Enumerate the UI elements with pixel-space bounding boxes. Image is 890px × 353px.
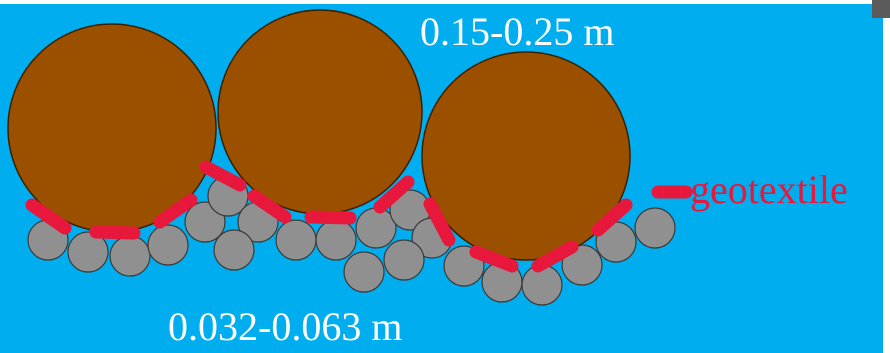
small-stone: [109, 235, 151, 277]
geotextile-segment: [469, 245, 519, 273]
small-stone: [343, 251, 385, 293]
small-stone: [67, 231, 109, 273]
geotextile-segment: [153, 193, 198, 229]
geotextile-segment: [89, 225, 141, 240]
geotextile-segment: [531, 240, 579, 273]
small-stone: [213, 229, 255, 271]
small-stone: [147, 224, 189, 266]
small-stone: [275, 219, 317, 261]
large-stone-size-label: 0.15-0.25 m: [420, 9, 615, 54]
geotextile-segment: [199, 160, 247, 192]
geotextile-layer: [25, 160, 693, 273]
geotextile-segment: [25, 198, 72, 235]
geotextile-segment: [304, 210, 357, 225]
small-stone-size-label: 0.032-0.063 m: [168, 304, 403, 349]
large-stone: [217, 9, 423, 215]
small-stone: [634, 207, 676, 249]
small-stone: [561, 244, 603, 286]
geotextile-label: geotextile: [690, 167, 848, 212]
small-stone: [383, 239, 425, 281]
large-stone: [421, 51, 631, 261]
geotextile-segment: [423, 197, 456, 247]
corner-mark: [872, 0, 890, 18]
geotextile-segment: [591, 198, 633, 237]
geotextile-segment: [373, 175, 415, 214]
small-stone: [184, 201, 226, 243]
small-stone: [315, 219, 357, 261]
geotextile-segment: [247, 189, 292, 224]
large-stones: [7, 9, 631, 261]
